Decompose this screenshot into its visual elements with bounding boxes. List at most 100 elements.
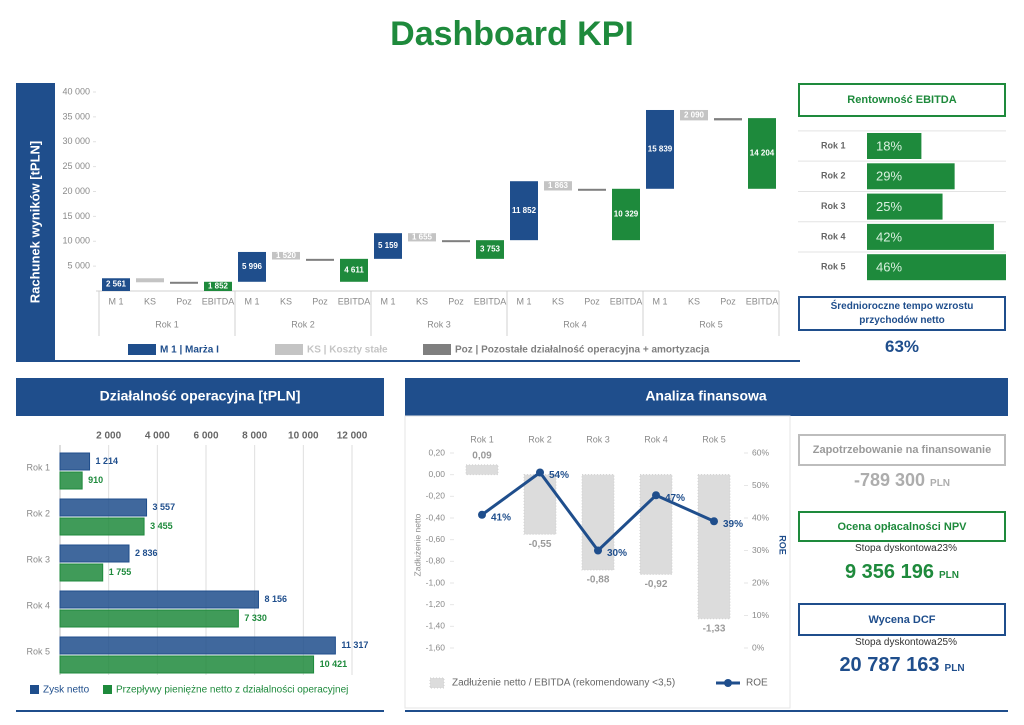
value-label: 2 090 <box>684 110 705 119</box>
group-label: Rok 5 <box>699 319 723 329</box>
bar <box>714 118 742 121</box>
bar <box>59 655 315 674</box>
y2-tick-label: 60% <box>752 447 769 457</box>
x-tick-label: M 1 <box>108 296 123 306</box>
value-label: 1 655 <box>412 232 433 241</box>
bar <box>612 188 640 241</box>
value-label: 8 156 <box>264 594 287 604</box>
panel-header <box>405 378 1008 416</box>
value-label: 1 755 <box>109 567 132 577</box>
bar <box>867 254 1006 281</box>
y-tick-label: Rok 5 <box>26 646 50 656</box>
bar <box>867 193 943 220</box>
title-box <box>798 83 1006 117</box>
x-tick-label: Rok 5 <box>702 434 726 444</box>
bar <box>544 181 572 191</box>
bar <box>59 452 91 471</box>
point <box>536 468 544 477</box>
legend-swatch <box>30 685 39 694</box>
bar <box>867 223 994 250</box>
value-label: -0,55 <box>529 539 552 550</box>
value-label: 1 852 <box>208 282 229 291</box>
x-tick-label: EBITDA <box>202 296 235 306</box>
value-label: 5 996 <box>242 262 263 271</box>
kpi-value: 63% <box>884 337 920 356</box>
x-tick-label: Poz <box>720 296 736 306</box>
y2-tick-label: 20% <box>752 577 769 587</box>
kpi-rate-label: Stopa dyskontowa <box>855 543 937 554</box>
x-tick-label: Rok 3 <box>586 434 610 444</box>
y-tick-label: -0,40 <box>426 512 446 522</box>
value-label: 11 852 <box>512 206 537 215</box>
kpi-label: Średnioroczne tempo wzrostu przychodów n… <box>798 296 1006 331</box>
x-tick-label: EBITDA <box>338 296 371 306</box>
y-tick-label: -0,80 <box>426 556 446 566</box>
value-label: 47% <box>665 493 685 504</box>
bar <box>867 133 922 159</box>
bar <box>59 590 259 609</box>
bar <box>639 474 673 575</box>
bar <box>238 251 266 282</box>
x-tick-label: Rok 1 <box>470 434 494 444</box>
kpi-value: 9 356 196 <box>845 561 934 583</box>
value-label: 5 159 <box>378 241 399 250</box>
bar <box>306 258 334 261</box>
kpi-label: Wycena DCF <box>798 603 1006 636</box>
x-tick-label: 10 000 <box>288 431 319 442</box>
x-tick-label: 6 000 <box>193 431 218 442</box>
group-label: Rok 1 <box>155 319 179 329</box>
y-tick-label: -1,40 <box>426 621 446 631</box>
x-tick-label: M 1 <box>244 296 259 306</box>
y-axis-label: Rachunek wyników [tPLN] <box>27 141 42 304</box>
value-label: 39% <box>723 519 743 530</box>
point <box>652 491 660 500</box>
bar <box>170 281 198 284</box>
y2-tick-label: 30% <box>752 545 769 555</box>
value-label: 4 611 <box>344 265 364 274</box>
bar <box>59 636 336 655</box>
value-label: 46% <box>876 260 902 275</box>
bar <box>697 474 731 620</box>
y-tick-label: 15 000 <box>62 211 90 221</box>
bar <box>59 517 145 536</box>
x-tick-label: Poz <box>584 296 600 306</box>
x-tick-label: KS <box>144 296 156 306</box>
x-tick-label: EBITDA <box>746 296 779 306</box>
group-label: Rok 2 <box>291 319 315 329</box>
value-label: 2 836 <box>135 548 158 558</box>
x-tick-label: KS <box>552 296 564 306</box>
value-label: 3 557 <box>153 502 176 512</box>
value-label: -0,92 <box>645 579 668 590</box>
value-label: 1 214 <box>96 456 119 466</box>
bar <box>374 233 402 259</box>
kpi-value-row: -789 300 PLN <box>798 470 1006 491</box>
point <box>478 510 486 519</box>
x-tick-label: EBITDA <box>474 296 507 306</box>
bar <box>442 240 470 243</box>
value-label: 2 561 <box>106 280 127 289</box>
panel-header <box>16 378 384 416</box>
kpi-value: -789 300 <box>853 470 926 490</box>
x-tick-label: KS <box>416 296 428 306</box>
x-tick-label: M 1 <box>652 296 667 306</box>
value-label: 54% <box>549 470 569 481</box>
bar <box>465 464 499 476</box>
value-label: 10 329 <box>614 210 639 219</box>
y-tick-label: -0,20 <box>426 491 446 501</box>
y-tick-label: 10 000 <box>62 236 90 246</box>
y-tick-label: -1,60 <box>426 642 446 652</box>
legend-swatch <box>103 685 112 694</box>
value-label: 29% <box>876 169 902 184</box>
y-tick-label: 5 000 <box>67 261 90 271</box>
y-tick-label: Rok 4 <box>26 600 50 610</box>
kpi-label: Zapotrzebowanie na finansowanie <box>798 434 1006 466</box>
chart-title: Rentowność EBITDA <box>847 94 956 106</box>
y2-tick-label: 40% <box>752 512 769 522</box>
legend-label: KS | Koszty stałe <box>307 345 388 356</box>
bar <box>59 471 83 490</box>
value-label: -1,33 <box>703 623 726 634</box>
kpi-value-row: 9 356 196 PLN <box>798 561 1006 584</box>
